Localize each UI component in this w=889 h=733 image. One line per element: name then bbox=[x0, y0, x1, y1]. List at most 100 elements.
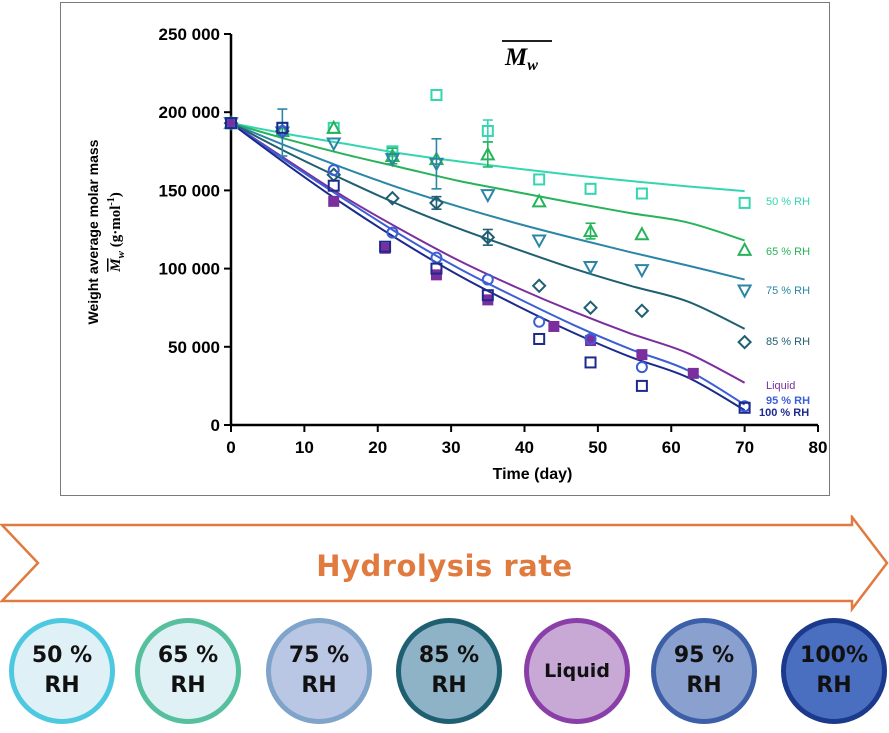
fit-curve-75-rh bbox=[230, 122, 745, 281]
data-point-75-rh bbox=[531, 234, 547, 249]
y-label-subscript: w bbox=[115, 250, 127, 258]
badge-line2: RH bbox=[431, 673, 467, 698]
series-label-75-rh: 75 % RH bbox=[766, 285, 810, 297]
y-tick-label: 200 000 bbox=[159, 103, 220, 122]
y-label-exponent: -1 bbox=[106, 197, 117, 205]
y-label-close: ) bbox=[108, 192, 124, 197]
data-point-100-rh bbox=[225, 117, 237, 130]
badge-95-rh: 95 % RH bbox=[651, 618, 757, 724]
x-axis-label: Time (day) bbox=[493, 466, 573, 483]
badge-line1: 100% bbox=[800, 643, 868, 668]
data-point-95-rh bbox=[584, 332, 597, 345]
y-axis-label-line2: Mw (g·mol-1) bbox=[106, 192, 127, 272]
badge-line2: RH bbox=[170, 673, 206, 698]
title-symbol: M bbox=[504, 44, 528, 71]
data-point-75-rh bbox=[634, 264, 650, 279]
chart-title: Mw bbox=[504, 44, 538, 74]
data-point-95-rh bbox=[635, 361, 648, 374]
data-point-85-rh bbox=[583, 300, 598, 316]
y-tick-label: 250 000 bbox=[159, 25, 220, 44]
data-point-100-rh bbox=[430, 262, 443, 275]
y-tick-label: 100 000 bbox=[159, 260, 220, 279]
badge-85-rh: 85 % RH bbox=[396, 618, 502, 724]
fit-curve-95-rh bbox=[230, 122, 746, 406]
badge-line1: 50 % bbox=[31, 643, 93, 668]
data-point-liquid bbox=[548, 320, 560, 332]
fit-curve-liquid bbox=[230, 122, 746, 384]
series-label-65-rh: 65 % RH bbox=[766, 246, 810, 258]
data-point-100-rh bbox=[481, 289, 494, 302]
data-point-95-rh bbox=[481, 273, 494, 286]
data-point-50-rh bbox=[430, 88, 443, 101]
badge-line1: Liquid bbox=[544, 660, 610, 682]
badge-line2: RH bbox=[686, 673, 722, 698]
x-tick-label: 80 bbox=[809, 438, 828, 457]
series-label-85-rh: 85 % RH bbox=[766, 336, 810, 348]
x-tick-label: 20 bbox=[368, 438, 387, 457]
badge-line1: 95 % bbox=[673, 643, 735, 668]
data-point-75-rh bbox=[428, 157, 445, 172]
data-point-100-rh bbox=[738, 401, 751, 414]
series-label-100-rh: 100 % RH bbox=[759, 407, 809, 419]
data-point-85-rh bbox=[480, 229, 496, 245]
x-tick-label: 70 bbox=[735, 438, 754, 457]
y-axis-label: Weight average molar mass Mw (g·mol-1) bbox=[85, 139, 127, 324]
badge-65-rh: 65 % RH bbox=[135, 618, 241, 724]
data-point-liquid bbox=[636, 349, 648, 361]
data-point-65-rh bbox=[384, 147, 401, 162]
fit-curve-100-rh bbox=[230, 122, 746, 412]
molar-mass-chart: 0 10 20 30 40 50 60 70 80 0 50 000 100 000 150 000 20… bbox=[85, 25, 828, 483]
badge-line1: 65 % bbox=[157, 643, 219, 668]
data-point-50-rh bbox=[584, 182, 597, 195]
data-point-65-rh bbox=[736, 241, 753, 256]
data-point-75-rh bbox=[480, 189, 496, 204]
badge-line1: 85 % bbox=[418, 643, 480, 668]
data-point-100-rh bbox=[584, 356, 597, 369]
data-point-75-rh bbox=[582, 261, 599, 276]
badge-100-rh: 100% RH bbox=[781, 618, 887, 724]
data-point-liquid bbox=[430, 269, 442, 281]
data-point-95-rh bbox=[386, 226, 399, 239]
y-label-symbol: M bbox=[108, 258, 124, 273]
data-point-85-rh bbox=[634, 303, 650, 319]
title-subscript: w bbox=[527, 57, 538, 74]
y-label-unit: (g·mol bbox=[108, 206, 124, 251]
data-point-65-rh bbox=[634, 226, 650, 241]
data-point-65-rh bbox=[582, 222, 599, 238]
data-point-100-rh bbox=[635, 379, 648, 392]
hydrolysis-rate-label: Hydrolysis rate bbox=[316, 549, 573, 583]
series-label-95-rh: 95 % RH bbox=[766, 395, 810, 407]
badge-line2: RH bbox=[301, 673, 337, 698]
badge-line2: RH bbox=[816, 673, 852, 698]
badge-line2: RH bbox=[44, 673, 80, 698]
data-point-65-rh bbox=[326, 119, 342, 134]
data-point-50-rh bbox=[481, 124, 494, 137]
data-point-liquid bbox=[687, 367, 699, 379]
data-point-85-rh bbox=[385, 190, 400, 206]
x-tick-label: 0 bbox=[226, 438, 235, 457]
x-tick-label: 10 bbox=[295, 438, 314, 457]
y-tick-label: 150 000 bbox=[159, 181, 220, 200]
x-tick-label: 40 bbox=[515, 438, 534, 457]
fit-curve-65-rh bbox=[230, 122, 745, 242]
x-tick-label: 30 bbox=[442, 438, 461, 457]
data-point-100-rh bbox=[533, 332, 546, 345]
badge-line1: 75 % bbox=[288, 643, 350, 668]
y-tick-label: 0 bbox=[211, 416, 220, 435]
data-point-95-rh bbox=[533, 315, 546, 328]
data-point-85-rh bbox=[531, 278, 547, 294]
data-point-65-rh bbox=[480, 146, 496, 161]
data-point-liquid bbox=[328, 195, 340, 207]
x-tick-label: 60 bbox=[662, 438, 681, 457]
data-point-65-rh bbox=[531, 193, 547, 208]
data-point-100-rh bbox=[327, 179, 340, 192]
series-label-50-rh: 50 % RH bbox=[766, 196, 810, 208]
data-point-85-rh bbox=[429, 195, 444, 211]
data-point-75-rh bbox=[384, 153, 401, 168]
data-point-95-rh bbox=[327, 164, 340, 177]
data-point-50-rh bbox=[533, 173, 546, 186]
badge-50-rh: 50 % RH bbox=[9, 618, 115, 724]
data-point-75-rh bbox=[326, 137, 342, 152]
data-point-100-rh bbox=[379, 240, 392, 253]
data-point-100-rh bbox=[276, 121, 289, 134]
